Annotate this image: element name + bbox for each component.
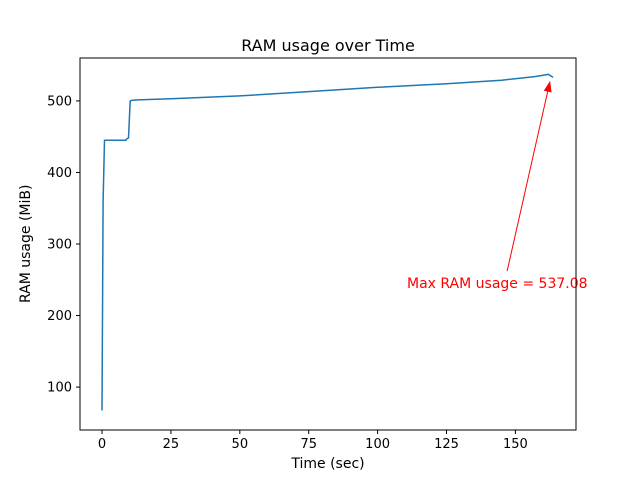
x-tick-label: 100	[365, 437, 390, 452]
annotation-arrow-head	[543, 80, 552, 93]
x-tick-label: 50	[232, 437, 249, 452]
y-tick-label: 400	[47, 166, 72, 181]
x-axis-label: Time (sec)	[291, 456, 365, 472]
x-tick-label: 25	[163, 437, 180, 452]
annotation-arrow-line	[506, 91, 549, 272]
y-tick-label: 500	[47, 94, 72, 109]
chart-title: RAM usage over Time	[241, 36, 415, 55]
x-tick-label: 0	[98, 437, 106, 452]
plot-border	[79, 57, 577, 431]
x-tick-label: 125	[434, 437, 459, 452]
y-tick-label: 300	[47, 238, 72, 253]
x-tick-label: 75	[300, 437, 317, 452]
ram-usage-line	[101, 73, 554, 411]
x-tick-label: 150	[503, 437, 528, 452]
y-tick-label: 200	[47, 309, 72, 324]
y-tick-label: 100	[47, 381, 72, 396]
max-annotation-text: Max RAM usage = 537.08	[407, 276, 588, 292]
